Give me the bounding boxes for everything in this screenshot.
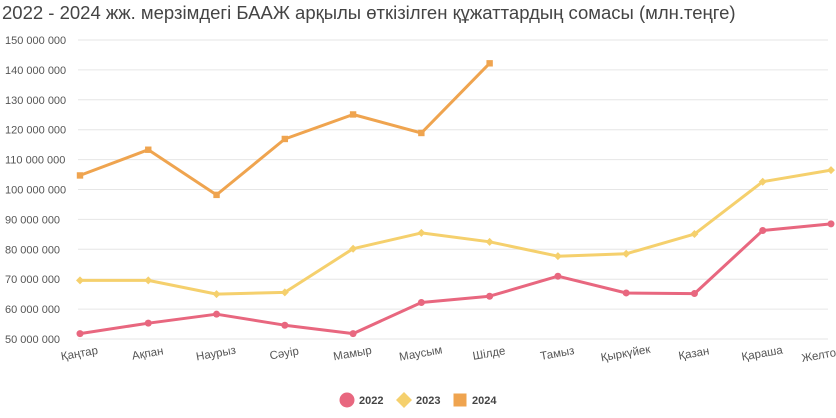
- y-tick-label: 120 000 000: [5, 125, 66, 137]
- x-tick-label: Сәуір: [269, 346, 300, 363]
- data-point-2023: [349, 244, 358, 253]
- data-point-2023: [553, 252, 562, 261]
- y-tick-label: 100 000 000: [5, 185, 66, 197]
- x-tick-label: Қазан: [678, 345, 711, 362]
- gridlines: [78, 39, 828, 340]
- legend-label-2022: 2022: [359, 395, 383, 407]
- legend-marker-2022: [339, 392, 355, 408]
- y-tick-label: 140 000 000: [5, 65, 66, 77]
- data-point-2023: [690, 230, 699, 239]
- data-point-2022: [349, 330, 357, 338]
- x-tick-label: Шілде: [472, 345, 507, 363]
- x-tick-label: Тамыз: [539, 345, 575, 363]
- data-point-2024: [213, 191, 220, 199]
- y-tick-label: 50 000 000: [5, 334, 60, 346]
- series-line-2022: [78, 222, 833, 336]
- legend: 2022 2023 2024: [339, 392, 497, 408]
- x-tick-label: Қаңтар: [60, 345, 99, 363]
- data-point-2022: [554, 272, 562, 280]
- data-point-2024: [145, 146, 152, 153]
- data-point-2022: [417, 299, 425, 307]
- series-line-2024: [78, 61, 492, 197]
- x-tick-label: Қараша: [741, 344, 785, 363]
- y-tick-label: 150 000 000: [5, 35, 66, 47]
- y-tick-label: 60 000 000: [5, 304, 60, 316]
- x-tick-label: Маусым: [398, 344, 443, 363]
- data-point-2023: [144, 276, 153, 285]
- data-point-2022: [144, 319, 152, 327]
- legend-marker-2024: [453, 393, 467, 407]
- legend-marker-2023: [396, 392, 412, 408]
- x-tick-label: Қыркүйек: [600, 344, 652, 365]
- data-point-2022: [213, 310, 221, 318]
- data-point-2023: [622, 249, 631, 258]
- data-point-2023: [827, 166, 835, 175]
- data-point-2024: [76, 172, 84, 179]
- y-tick-label: 110 000 000: [5, 155, 65, 167]
- data-point-2024: [418, 129, 425, 137]
- legend-label-2024: 2024: [472, 395, 497, 407]
- data-point-2024: [281, 135, 289, 143]
- data-point-2022: [76, 330, 84, 338]
- x-tick-label: Наурыз: [195, 345, 237, 364]
- data-point-2023: [485, 237, 494, 246]
- data-point-2024: [486, 60, 493, 67]
- data-point-2022: [622, 289, 630, 297]
- data-point-2022: [486, 292, 494, 300]
- data-point-2023: [758, 177, 767, 186]
- y-axis: 50 000 000 60 000 000 70 000 000 80 000 000…: [5, 35, 66, 346]
- data-point-2022: [690, 290, 698, 298]
- data-point-2022: [281, 321, 289, 329]
- data-point-2024: [349, 111, 357, 118]
- data-point-2022: [827, 220, 835, 228]
- data-point-2023: [76, 276, 84, 285]
- data-point-2022: [759, 226, 767, 234]
- series-line-2023: [78, 168, 833, 296]
- x-tick-label: Мамыр: [332, 345, 372, 364]
- data-point-2023: [212, 290, 221, 299]
- data-point-2023: [417, 228, 426, 237]
- x-tick-label: Желтоқсан: [801, 343, 836, 365]
- y-tick-label: 130 000 000: [5, 95, 66, 107]
- series-lines: [76, 60, 835, 338]
- y-tick-label: 80 000 000: [5, 244, 60, 256]
- chart-title: 2022 - 2024 жж. мерзімдегі БААЖ арқылы ө…: [2, 2, 736, 23]
- legend-label-2023: 2023: [416, 395, 440, 407]
- x-axis: Қаңтар Ақпан Наурыз Сәуір Мамыр Маусым Шілде Та…: [60, 343, 836, 365]
- data-point-2023: [280, 288, 289, 297]
- y-tick-label: 70 000 000: [5, 274, 60, 286]
- x-tick-label: Ақпан: [131, 345, 164, 362]
- y-tick-label: 90 000 000: [5, 214, 60, 226]
